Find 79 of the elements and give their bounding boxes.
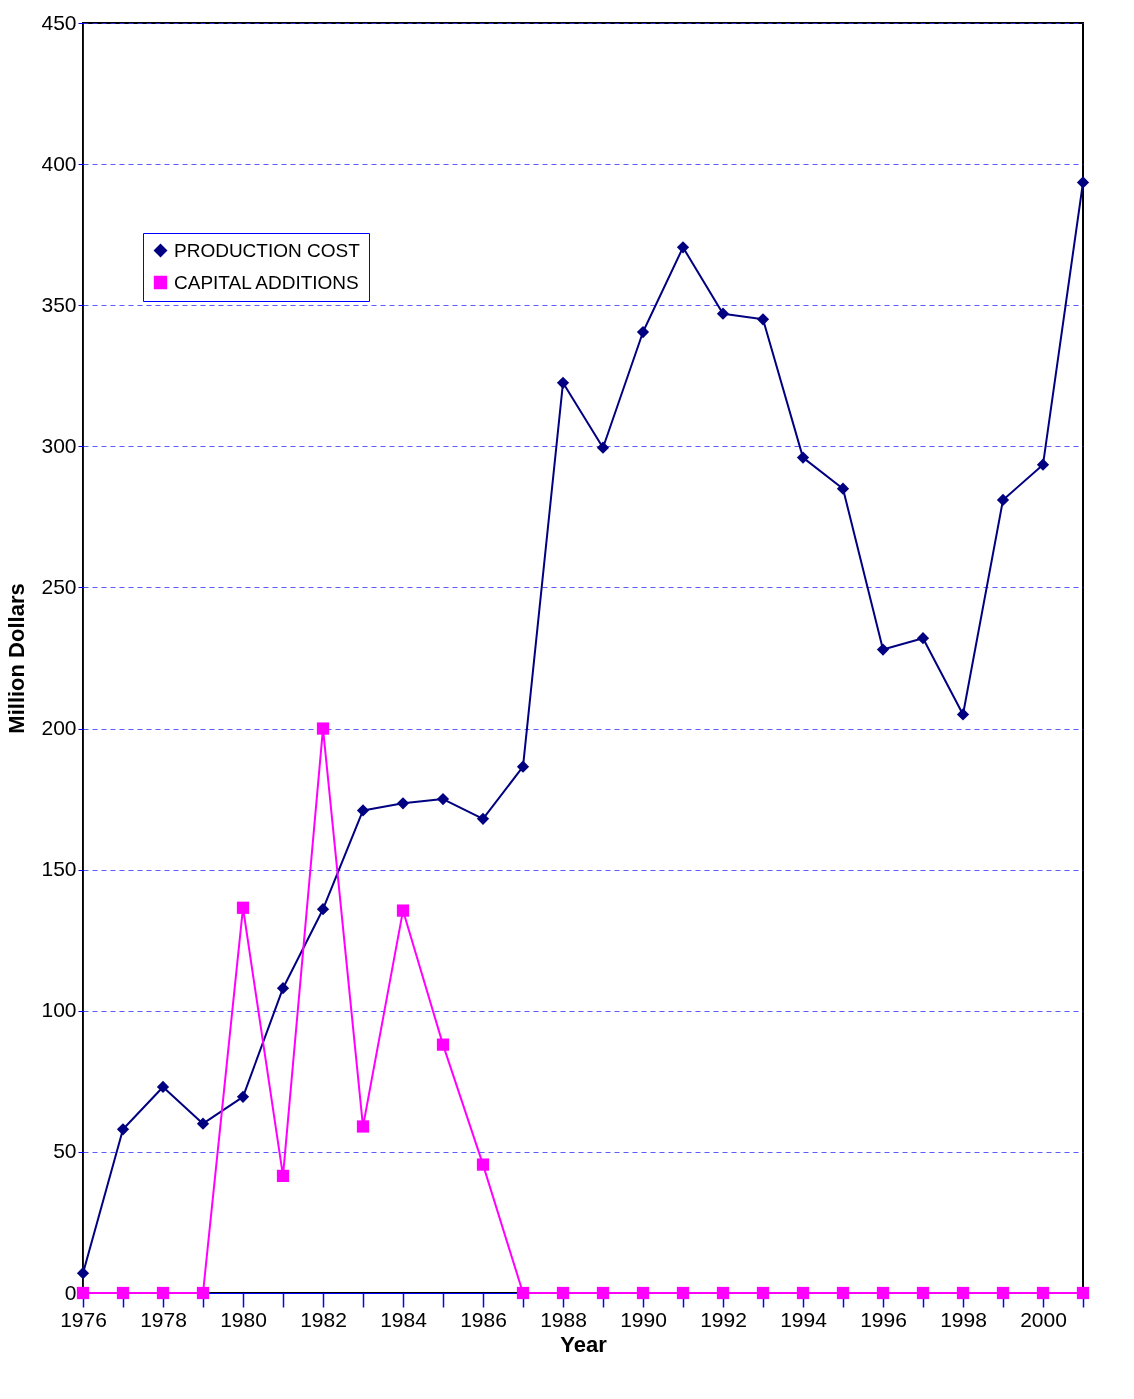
point [556, 376, 570, 389]
point [1076, 176, 1090, 189]
point [276, 982, 290, 995]
point [956, 1286, 970, 1300]
point [836, 482, 850, 495]
point [356, 1120, 370, 1133]
point [1036, 1286, 1050, 1300]
point [756, 313, 770, 326]
point [636, 325, 650, 339]
point [556, 1286, 570, 1300]
point [716, 307, 730, 320]
point [396, 797, 410, 810]
point [436, 1038, 450, 1051]
point [276, 1169, 290, 1182]
point [516, 760, 530, 773]
point [796, 451, 810, 464]
x-tick-label: 1978 [140, 1307, 187, 1331]
point [316, 903, 330, 916]
point [676, 241, 690, 254]
point [716, 1286, 730, 1300]
point [916, 1286, 930, 1300]
x-tick-label: 2000 [1020, 1307, 1067, 1331]
y-tick-label: 250 [41, 574, 77, 598]
point [836, 1286, 850, 1300]
y-tick-label: 450 [41, 10, 77, 34]
point [996, 1286, 1010, 1300]
x-tick-label: 1986 [460, 1307, 507, 1331]
x-tick-label: 1984 [380, 1307, 428, 1331]
point [796, 1286, 810, 1300]
point [916, 632, 930, 645]
point [196, 1117, 210, 1130]
x-axis-title: Year [560, 1331, 608, 1357]
y-tick-label: 150 [41, 857, 77, 881]
point [476, 812, 490, 825]
x-tick-label: 1990 [620, 1307, 667, 1331]
y-tick-label: 400 [41, 151, 77, 175]
x-tick-label: 1976 [60, 1307, 107, 1331]
point [76, 1267, 90, 1280]
point [236, 1090, 250, 1103]
x-tick-label: 1994 [780, 1307, 828, 1331]
x-tick-label: 1996 [860, 1307, 907, 1331]
point [756, 1286, 770, 1300]
point [996, 493, 1010, 507]
point [196, 1286, 210, 1300]
point [156, 1080, 170, 1094]
y-tick-label: 350 [41, 292, 77, 316]
legend-label: CAPITAL ADDITIONS [174, 271, 359, 293]
point [876, 643, 890, 656]
point [516, 1286, 530, 1300]
point [876, 1286, 890, 1300]
legend-label: PRODUCTION COST [174, 239, 361, 261]
point [156, 1286, 170, 1300]
point [316, 722, 330, 735]
point [436, 792, 450, 806]
point [236, 901, 250, 914]
x-tick-label: 1980 [220, 1307, 267, 1331]
y-tick-label: 300 [41, 433, 77, 457]
point [1036, 458, 1050, 471]
x-tick-label: 1982 [300, 1307, 347, 1331]
point [396, 904, 410, 917]
point [956, 708, 970, 721]
point [76, 1286, 90, 1300]
y-tick-label: 200 [41, 716, 77, 740]
point [596, 441, 610, 454]
point [116, 1286, 130, 1300]
x-tick-label: 1988 [540, 1307, 587, 1331]
point [596, 1286, 610, 1300]
point [1076, 1286, 1090, 1300]
point [636, 1286, 650, 1300]
x-tick-label: 1998 [940, 1307, 987, 1331]
x-tick-label: 1992 [700, 1307, 747, 1331]
y-tick-label: 100 [41, 998, 77, 1022]
y-tick-label: 0 [64, 1280, 77, 1304]
y-axis-title: Million Dollars [4, 583, 30, 734]
point [476, 1158, 490, 1171]
point [676, 1286, 690, 1300]
point [116, 1123, 130, 1136]
point [356, 804, 370, 817]
y-tick-label: 50 [53, 1139, 77, 1163]
